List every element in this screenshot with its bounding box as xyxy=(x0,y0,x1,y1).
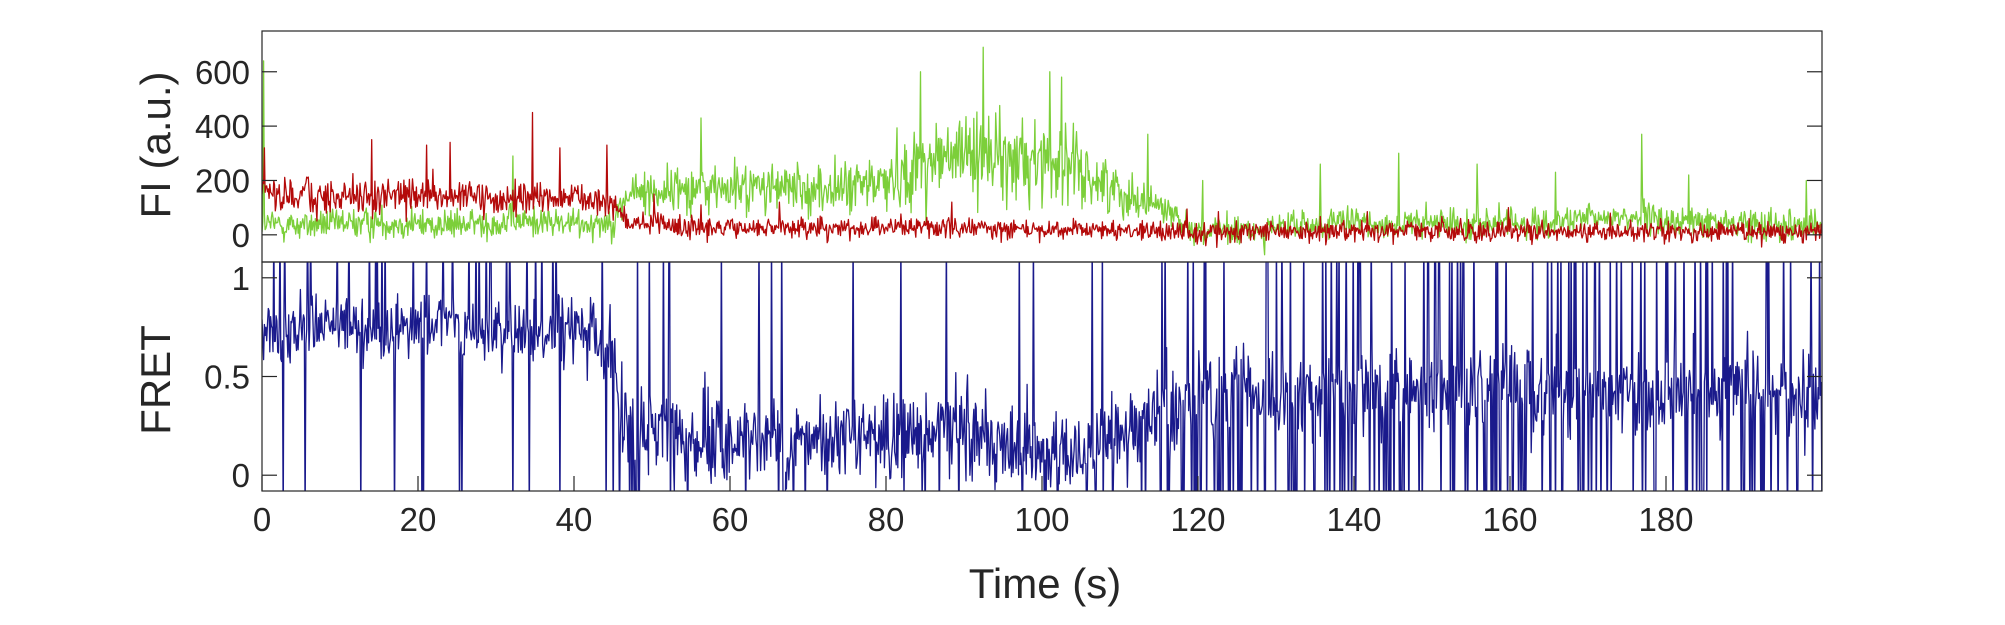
fret-panel: 0 0.5 1 0 20 40 60 80 100 120 140 160 180 xyxy=(204,260,1823,538)
fret-xtick-label: 180 xyxy=(1638,501,1693,538)
top-y-axis-label: FI (a.u.) xyxy=(132,71,179,218)
fret-ytick-label: 0.5 xyxy=(204,359,250,396)
fret-xtick-label: 20 xyxy=(400,501,437,538)
fluorescence-ytick-label: 200 xyxy=(195,162,250,199)
fret-plot-area xyxy=(262,262,1822,491)
fluorescence-panel: 0 200 400 600 xyxy=(195,30,1823,263)
fret-series-0 xyxy=(262,262,1822,491)
fret-xtick-label: 100 xyxy=(1014,501,1069,538)
fluorescence-ytick-label: 0 xyxy=(232,217,250,254)
fret-xtick-label: 40 xyxy=(556,501,593,538)
fluorescence-plot-area xyxy=(262,46,1822,256)
fret-ytick-label: 0 xyxy=(232,457,250,494)
fret-xtick-label: 120 xyxy=(1170,501,1225,538)
fluorescence-series-1 xyxy=(262,111,1822,248)
fret-ytick-label: 1 xyxy=(232,260,250,297)
fluorescence-ytick-label: 600 xyxy=(195,54,250,91)
bottom-y-axis-label: FRET xyxy=(132,325,179,435)
fluorescence-series-0 xyxy=(262,46,1822,256)
fret-xtick-label: 140 xyxy=(1326,501,1381,538)
fluorescence-ytick-label: 400 xyxy=(195,108,250,145)
x-axis-label: Time (s) xyxy=(969,560,1121,607)
fret-xtick-label: 80 xyxy=(868,501,905,538)
fret-xtick-label: 0 xyxy=(253,501,271,538)
fret-xtick-label: 60 xyxy=(712,501,749,538)
fret-xtick-label: 160 xyxy=(1482,501,1537,538)
